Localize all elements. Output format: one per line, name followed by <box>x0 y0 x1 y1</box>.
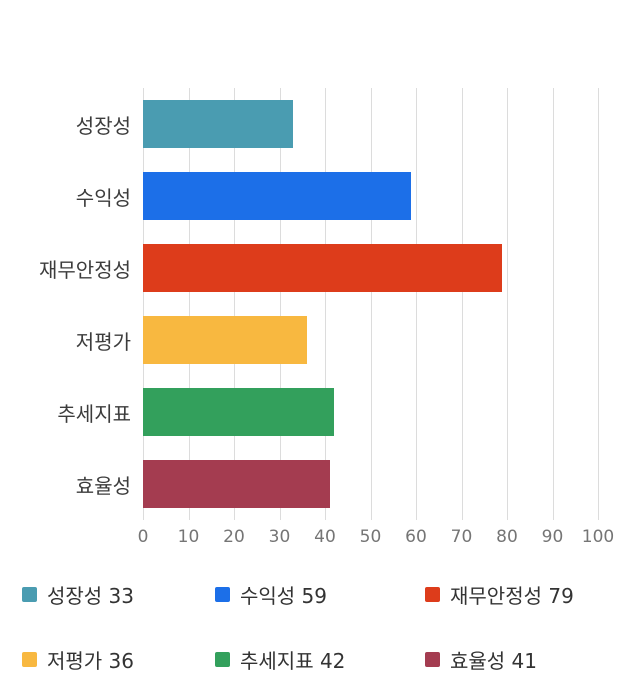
bar-trend-indicator <box>143 388 335 436</box>
x-tick: 70 <box>450 527 473 547</box>
bar-efficiency <box>143 460 330 508</box>
bar-profitability <box>143 172 412 220</box>
x-tick: 80 <box>496 527 518 547</box>
legend-label: 효율성 41 <box>450 649 538 673</box>
legend-swatch-growth-icon <box>22 587 37 602</box>
gridlines <box>143 88 599 520</box>
category-axis: 성장성 수익성 재무안정성 저평가 추세지표 효율성 <box>0 88 131 520</box>
legend-item-financial-stability[interactable]: 재무안정성 79 <box>425 580 628 609</box>
bar-row <box>143 88 598 160</box>
x-tick: 100 <box>581 527 615 547</box>
legend-label: 추세지표 42 <box>240 649 346 673</box>
legend-swatch-financial-stability-icon <box>425 587 440 602</box>
legend-swatch-undervaluation-icon <box>22 652 37 667</box>
category-label-undervaluation: 저평가 <box>75 329 131 354</box>
x-tick: 40 <box>314 527 336 547</box>
x-tick: 10 <box>177 527 200 547</box>
legend-swatch-trend-indicator-icon <box>215 652 230 667</box>
legend-item-undervaluation[interactable]: 저평가 36 <box>22 645 215 674</box>
category-label-trend-indicator: 추세지표 <box>57 401 131 426</box>
x-tick: 20 <box>223 527 245 547</box>
bar-row <box>143 304 598 376</box>
bar-row <box>143 160 598 232</box>
bar-financial-stability <box>143 244 503 292</box>
bar-row <box>143 376 598 448</box>
legend-label: 성장성 33 <box>47 584 135 608</box>
category-label-efficiency: 효율성 <box>75 473 131 498</box>
x-tick: 0 <box>137 527 149 547</box>
bar-growth <box>143 100 294 148</box>
bar-rows <box>143 88 598 520</box>
legend-swatch-profitability-icon <box>215 587 230 602</box>
bar-undervaluation <box>143 316 307 364</box>
x-tick: 90 <box>541 527 564 547</box>
legend-swatch-efficiency-icon <box>425 652 440 667</box>
category-label-financial-stability: 재무안정성 <box>39 257 131 282</box>
category-label-growth: 성장성 <box>75 113 131 138</box>
category-label-profitability: 수익성 <box>75 185 131 210</box>
plot-area <box>143 88 599 520</box>
legend-item-trend-indicator[interactable]: 추세지표 42 <box>215 645 425 674</box>
bar-row <box>143 232 598 304</box>
legend: 성장성 33 수익성 59 재무안정성 79 저평가 36 추세지표 42 효율… <box>22 580 628 674</box>
legend-item-profitability[interactable]: 수익성 59 <box>215 580 425 609</box>
legend-item-efficiency[interactable]: 효율성 41 <box>425 645 628 674</box>
x-tick: 30 <box>268 527 291 547</box>
legend-label: 수익성 59 <box>240 584 328 608</box>
bar-row <box>143 448 598 520</box>
legend-item-growth[interactable]: 성장성 33 <box>22 580 215 609</box>
x-tick: 50 <box>359 527 382 547</box>
legend-label: 저평가 36 <box>47 649 135 673</box>
legend-label: 재무안정성 79 <box>450 584 574 608</box>
x-axis-ticks: 0 10 20 30 40 50 60 70 80 90 100 <box>138 527 615 549</box>
x-tick: 60 <box>405 527 427 547</box>
